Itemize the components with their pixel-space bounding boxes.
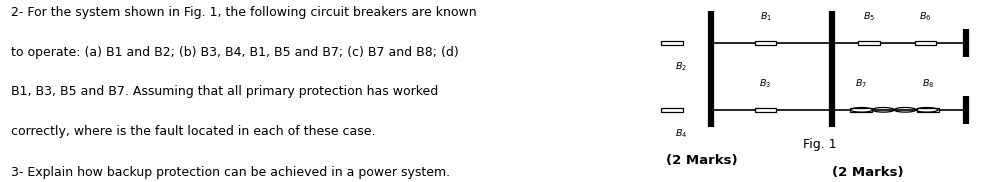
Text: B1, B3, B5 and B7. Assuming that all primary protection has worked: B1, B3, B5 and B7. Assuming that all pri…: [11, 85, 438, 98]
Bar: [661, 41, 683, 45]
Text: $B_3$: $B_3$: [759, 77, 772, 90]
Bar: [661, 108, 683, 112]
Text: Fig. 1: Fig. 1: [804, 138, 837, 151]
Text: $B_4$: $B_4$: [675, 127, 687, 140]
Bar: [755, 108, 777, 112]
Text: 3- Explain how backup protection can be achieved in a power system.: 3- Explain how backup protection can be …: [11, 166, 450, 179]
Text: $B_7$: $B_7$: [855, 77, 867, 90]
Text: 2- For the system shown in Fig. 1, the following circuit breakers are known: 2- For the system shown in Fig. 1, the f…: [11, 6, 477, 19]
Bar: [850, 108, 872, 112]
Text: (2 Marks): (2 Marks): [832, 166, 904, 179]
Bar: [918, 108, 939, 112]
Text: $B_8$: $B_8$: [922, 77, 935, 90]
Text: $B_1$: $B_1$: [759, 10, 772, 23]
Text: $B_6$: $B_6$: [920, 10, 932, 23]
Bar: [755, 41, 777, 45]
Bar: [858, 41, 880, 45]
Bar: [915, 41, 936, 45]
Text: correctly, where is the fault located in each of these case.: correctly, where is the fault located in…: [11, 125, 375, 138]
Text: (2 Marks): (2 Marks): [666, 154, 737, 167]
Text: $B_5$: $B_5$: [863, 10, 875, 23]
Text: to operate: (a) B1 and B2; (b) B3, B4, B1, B5 and B7; (c) B7 and B8; (d): to operate: (a) B1 and B2; (b) B3, B4, B…: [11, 46, 459, 59]
Text: $B_2$: $B_2$: [675, 61, 687, 73]
